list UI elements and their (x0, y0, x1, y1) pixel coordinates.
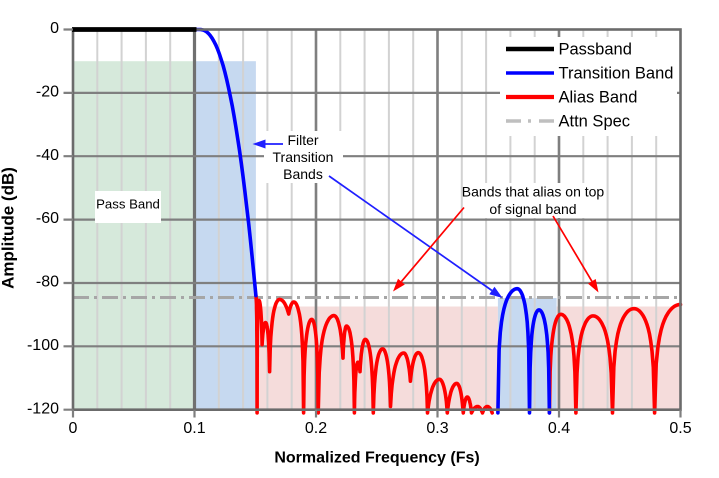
svg-text:-60: -60 (36, 210, 59, 227)
svg-text:Bands that alias on top: Bands that alias on top (462, 184, 605, 200)
svg-text:of signal band: of signal band (489, 201, 576, 217)
svg-text:Filter: Filter (287, 132, 318, 148)
svg-text:-100: -100 (27, 337, 59, 354)
svg-text:-20: -20 (36, 84, 59, 101)
svg-text:Attn Spec: Attn Spec (559, 113, 631, 131)
svg-text:0.2: 0.2 (305, 420, 327, 437)
svg-text:0.4: 0.4 (548, 420, 570, 437)
svg-text:0: 0 (50, 20, 59, 37)
svg-text:-80: -80 (36, 274, 59, 291)
svg-text:Transition: Transition (273, 149, 334, 165)
svg-text:Alias Band: Alias Band (559, 89, 638, 107)
svg-text:Amplitude (dB): Amplitude (dB) (0, 167, 18, 289)
svg-text:Normalized Frequency (Fs): Normalized Frequency (Fs) (274, 450, 479, 467)
svg-text:Pass Band: Pass Band (96, 197, 160, 212)
svg-text:0.3: 0.3 (426, 420, 448, 437)
svg-text:0.5: 0.5 (669, 420, 691, 437)
svg-text:Transition Band: Transition Band (559, 65, 674, 83)
svg-text:Bands: Bands (283, 166, 323, 182)
svg-text:0.1: 0.1 (183, 420, 205, 437)
svg-text:Passband: Passband (559, 41, 632, 59)
svg-text:0: 0 (69, 420, 78, 437)
svg-text:-40: -40 (36, 147, 59, 164)
svg-text:-120: -120 (27, 400, 59, 417)
